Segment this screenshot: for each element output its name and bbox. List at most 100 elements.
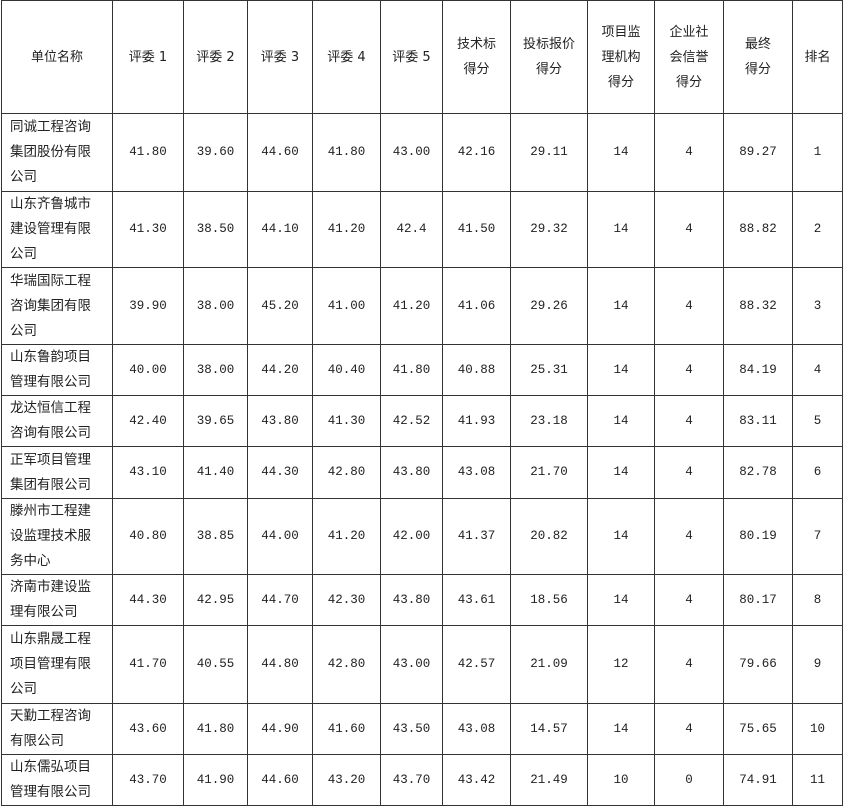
score-cell: 42.40 [112, 395, 184, 447]
column-header: 排名 [792, 0, 843, 114]
company-name-cell: 山东儒弘项目 管理有限公司 [1, 754, 113, 806]
score-cell: 8 [792, 574, 843, 626]
score-cell: 21.09 [510, 625, 588, 704]
header-row: 单位名称 评委 1 评委 2 评委 3 评委 4 评委 5 技术标 得分 投标报价 得分 项目监… [1, 0, 843, 114]
score-cell: 44.20 [247, 344, 313, 396]
score-cell: 43.50 [380, 703, 443, 755]
score-cell: 43.20 [312, 754, 381, 806]
score-cell: 4 [654, 625, 724, 704]
score-cell: 41.80 [112, 113, 184, 192]
score-cell: 42.95 [183, 574, 248, 626]
score-cell: 39.90 [112, 267, 184, 345]
score-cell: 4 [654, 446, 724, 499]
score-cell: 40.80 [112, 498, 184, 575]
table-row: 滕州市工程建 设监理技术服 务中心 40.80 38.85 44.00 41.20 42.… [1, 498, 843, 575]
score-cell: 41.20 [380, 267, 443, 345]
column-header: 企业社 会信誉 得分 [654, 0, 724, 114]
score-cell: 43.61 [442, 574, 511, 626]
score-cell: 6 [792, 446, 843, 499]
score-cell: 14 [587, 395, 655, 447]
score-cell: 41.50 [442, 191, 511, 268]
score-cell: 14 [587, 267, 655, 345]
score-cell: 40.88 [442, 344, 511, 396]
score-cell: 4 [654, 113, 724, 192]
score-cell: 38.50 [183, 191, 248, 268]
score-cell: 25.31 [510, 344, 588, 396]
score-cell: 44.10 [247, 191, 313, 268]
column-header: 单位名称 [1, 0, 113, 114]
company-name-cell: 华瑞国际工程 咨询集团有限 公司 [1, 267, 113, 345]
score-cell: 42.00 [380, 498, 443, 575]
score-cell: 40.00 [112, 344, 184, 396]
score-cell: 42.4 [380, 191, 443, 268]
score-cell: 10 [792, 703, 843, 755]
score-cell: 89.27 [723, 113, 793, 192]
company-name-cell: 济南市建设监 理有限公司 [1, 574, 113, 626]
score-cell: 0 [654, 754, 724, 806]
score-cell: 40.40 [312, 344, 381, 396]
company-name-cell: 滕州市工程建 设监理技术服 务中心 [1, 498, 113, 575]
table-row: 山东儒弘项目 管理有限公司 43.70 41.90 44.60 43.20 43.70 43… [1, 754, 843, 806]
score-cell: 42.52 [380, 395, 443, 447]
table-row: 济南市建设监 理有限公司 44.30 42.95 44.70 42.30 43.80 43.… [1, 574, 843, 626]
score-cell: 42.80 [312, 446, 381, 499]
score-cell: 4 [792, 344, 843, 396]
column-header: 评委 5 [380, 0, 443, 114]
score-cell: 14 [587, 574, 655, 626]
score-cell: 41.30 [312, 395, 381, 447]
score-cell: 44.30 [247, 446, 313, 499]
score-cell: 39.65 [183, 395, 248, 447]
score-cell: 75.65 [723, 703, 793, 755]
score-cell: 12 [587, 625, 655, 704]
score-cell: 44.60 [247, 754, 313, 806]
score-cell: 14 [587, 113, 655, 192]
company-name-cell: 山东齐鲁城市 建设管理有限 公司 [1, 191, 113, 268]
score-cell: 43.00 [380, 113, 443, 192]
score-cell: 10 [587, 754, 655, 806]
score-cell: 41.06 [442, 267, 511, 345]
score-cell: 14 [587, 498, 655, 575]
score-cell: 42.30 [312, 574, 381, 626]
score-cell: 43.80 [380, 446, 443, 499]
score-cell: 3 [792, 267, 843, 345]
score-cell: 41.20 [312, 498, 381, 575]
score-cell: 14 [587, 191, 655, 268]
score-cell: 21.49 [510, 754, 588, 806]
score-cell: 2 [792, 191, 843, 268]
table-row: 山东齐鲁城市 建设管理有限 公司 41.30 38.50 44.10 41.20 42.4… [1, 191, 843, 268]
score-cell: 41.80 [183, 703, 248, 755]
score-cell: 4 [654, 574, 724, 626]
score-cell: 4 [654, 344, 724, 396]
score-cell: 1 [792, 113, 843, 192]
score-cell: 41.70 [112, 625, 184, 704]
score-cell: 74.91 [723, 754, 793, 806]
score-cell: 14 [587, 446, 655, 499]
score-cell: 43.08 [442, 703, 511, 755]
score-cell: 44.80 [247, 625, 313, 704]
column-header: 项目监 理机构 得分 [587, 0, 655, 114]
score-cell: 43.08 [442, 446, 511, 499]
score-cell: 42.80 [312, 625, 381, 704]
score-cell: 44.60 [247, 113, 313, 192]
score-cell: 4 [654, 498, 724, 575]
score-cell: 80.17 [723, 574, 793, 626]
column-header: 评委 2 [183, 0, 248, 114]
column-header: 评委 1 [112, 0, 184, 114]
score-cell: 38.85 [183, 498, 248, 575]
score-cell: 39.60 [183, 113, 248, 192]
column-header: 评委 3 [247, 0, 313, 114]
company-name-cell: 山东鼎晟工程 项目管理有限 公司 [1, 625, 113, 704]
score-cell: 18.56 [510, 574, 588, 626]
score-cell: 43.60 [112, 703, 184, 755]
score-cell: 40.55 [183, 625, 248, 704]
company-name-cell: 山东鲁韵项目 管理有限公司 [1, 344, 113, 396]
score-cell: 4 [654, 267, 724, 345]
score-cell: 43.80 [247, 395, 313, 447]
score-cell: 4 [654, 395, 724, 447]
score-cell: 14.57 [510, 703, 588, 755]
score-cell: 29.26 [510, 267, 588, 345]
score-cell: 4 [654, 191, 724, 268]
score-cell: 43.42 [442, 754, 511, 806]
table-row: 天勤工程咨询 有限公司 43.60 41.80 44.90 41.60 43.50 43.0… [1, 703, 843, 755]
score-cell: 42.57 [442, 625, 511, 704]
